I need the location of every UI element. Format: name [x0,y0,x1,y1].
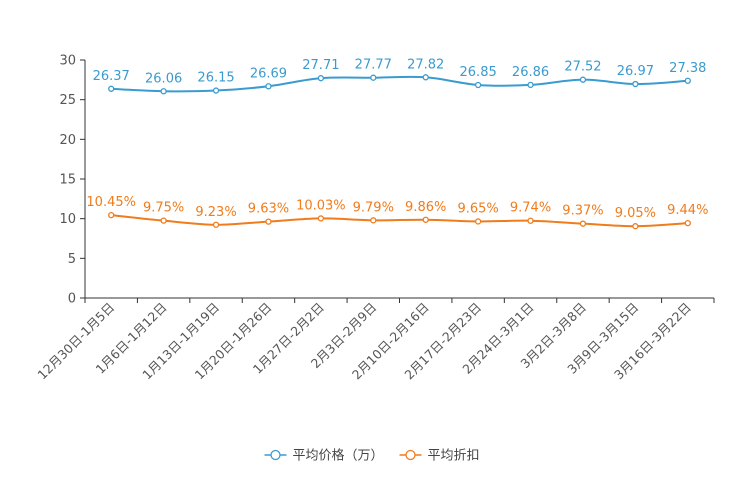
data-point [108,211,115,219]
series-line-0 [111,75,688,93]
data-label: 27.77 [355,58,392,73]
data-label: 9.37% [562,204,603,219]
data-label: 9.63% [248,202,289,217]
y-tick-label: 10 [59,212,76,227]
data-point [474,218,482,225]
data-label: 26.97 [617,64,654,79]
data-point [684,219,691,227]
data-label: 26.69 [250,66,287,81]
data-point [474,81,482,89]
data-label: 9.65% [457,201,498,216]
data-point [265,83,272,90]
data-label: 26.37 [93,69,130,84]
data-label: 9.05% [615,206,656,221]
data-point [370,74,377,81]
data-point [160,217,167,224]
data-point [265,218,272,225]
data-label: 9.86% [405,200,446,215]
data-point [579,76,587,83]
data-label: 9.79% [353,200,394,215]
y-tick-label: 30 [59,54,76,69]
data-label: 26.86 [512,65,549,80]
legend-marker-1 [405,449,416,461]
legend-label: 平均价格（万） [293,448,384,464]
data-point [317,75,325,82]
data-label: 9.75% [143,201,184,216]
data-label: 9.23% [195,205,236,220]
legend-label: 平均折扣 [428,449,480,464]
data-point [684,77,691,84]
series-line-1 [111,214,688,228]
y-tick-label: 20 [59,133,76,148]
data-point [422,74,429,81]
data-point [632,80,639,88]
data-point [370,217,377,224]
data-label: 27.52 [564,60,601,75]
data-point [108,85,115,92]
y-tick-label: 0 [68,292,76,307]
data-label: 26.06 [145,71,182,86]
data-point [317,215,325,222]
data-point [212,87,220,94]
y-tick-label: 15 [59,173,76,188]
data-label: 26.15 [197,71,234,86]
data-label: 27.71 [302,58,339,73]
data-label: 10.45% [86,195,136,210]
data-point [527,217,534,224]
y-tick-label: 25 [59,93,76,108]
data-label: 10.03% [296,198,346,213]
y-tick-label: 5 [68,252,76,267]
data-label: 27.38 [669,61,706,76]
data-point [160,88,167,95]
data-label: 26.85 [460,65,497,80]
data-label: 27.82 [407,57,444,72]
data-label: 9.74% [510,201,551,216]
data-point [422,216,429,223]
data-point [579,220,587,227]
data-point [212,221,220,228]
data-point [527,81,534,89]
data-point [632,223,639,230]
data-label: 9.44% [667,203,708,218]
legend-marker-0 [270,449,281,461]
